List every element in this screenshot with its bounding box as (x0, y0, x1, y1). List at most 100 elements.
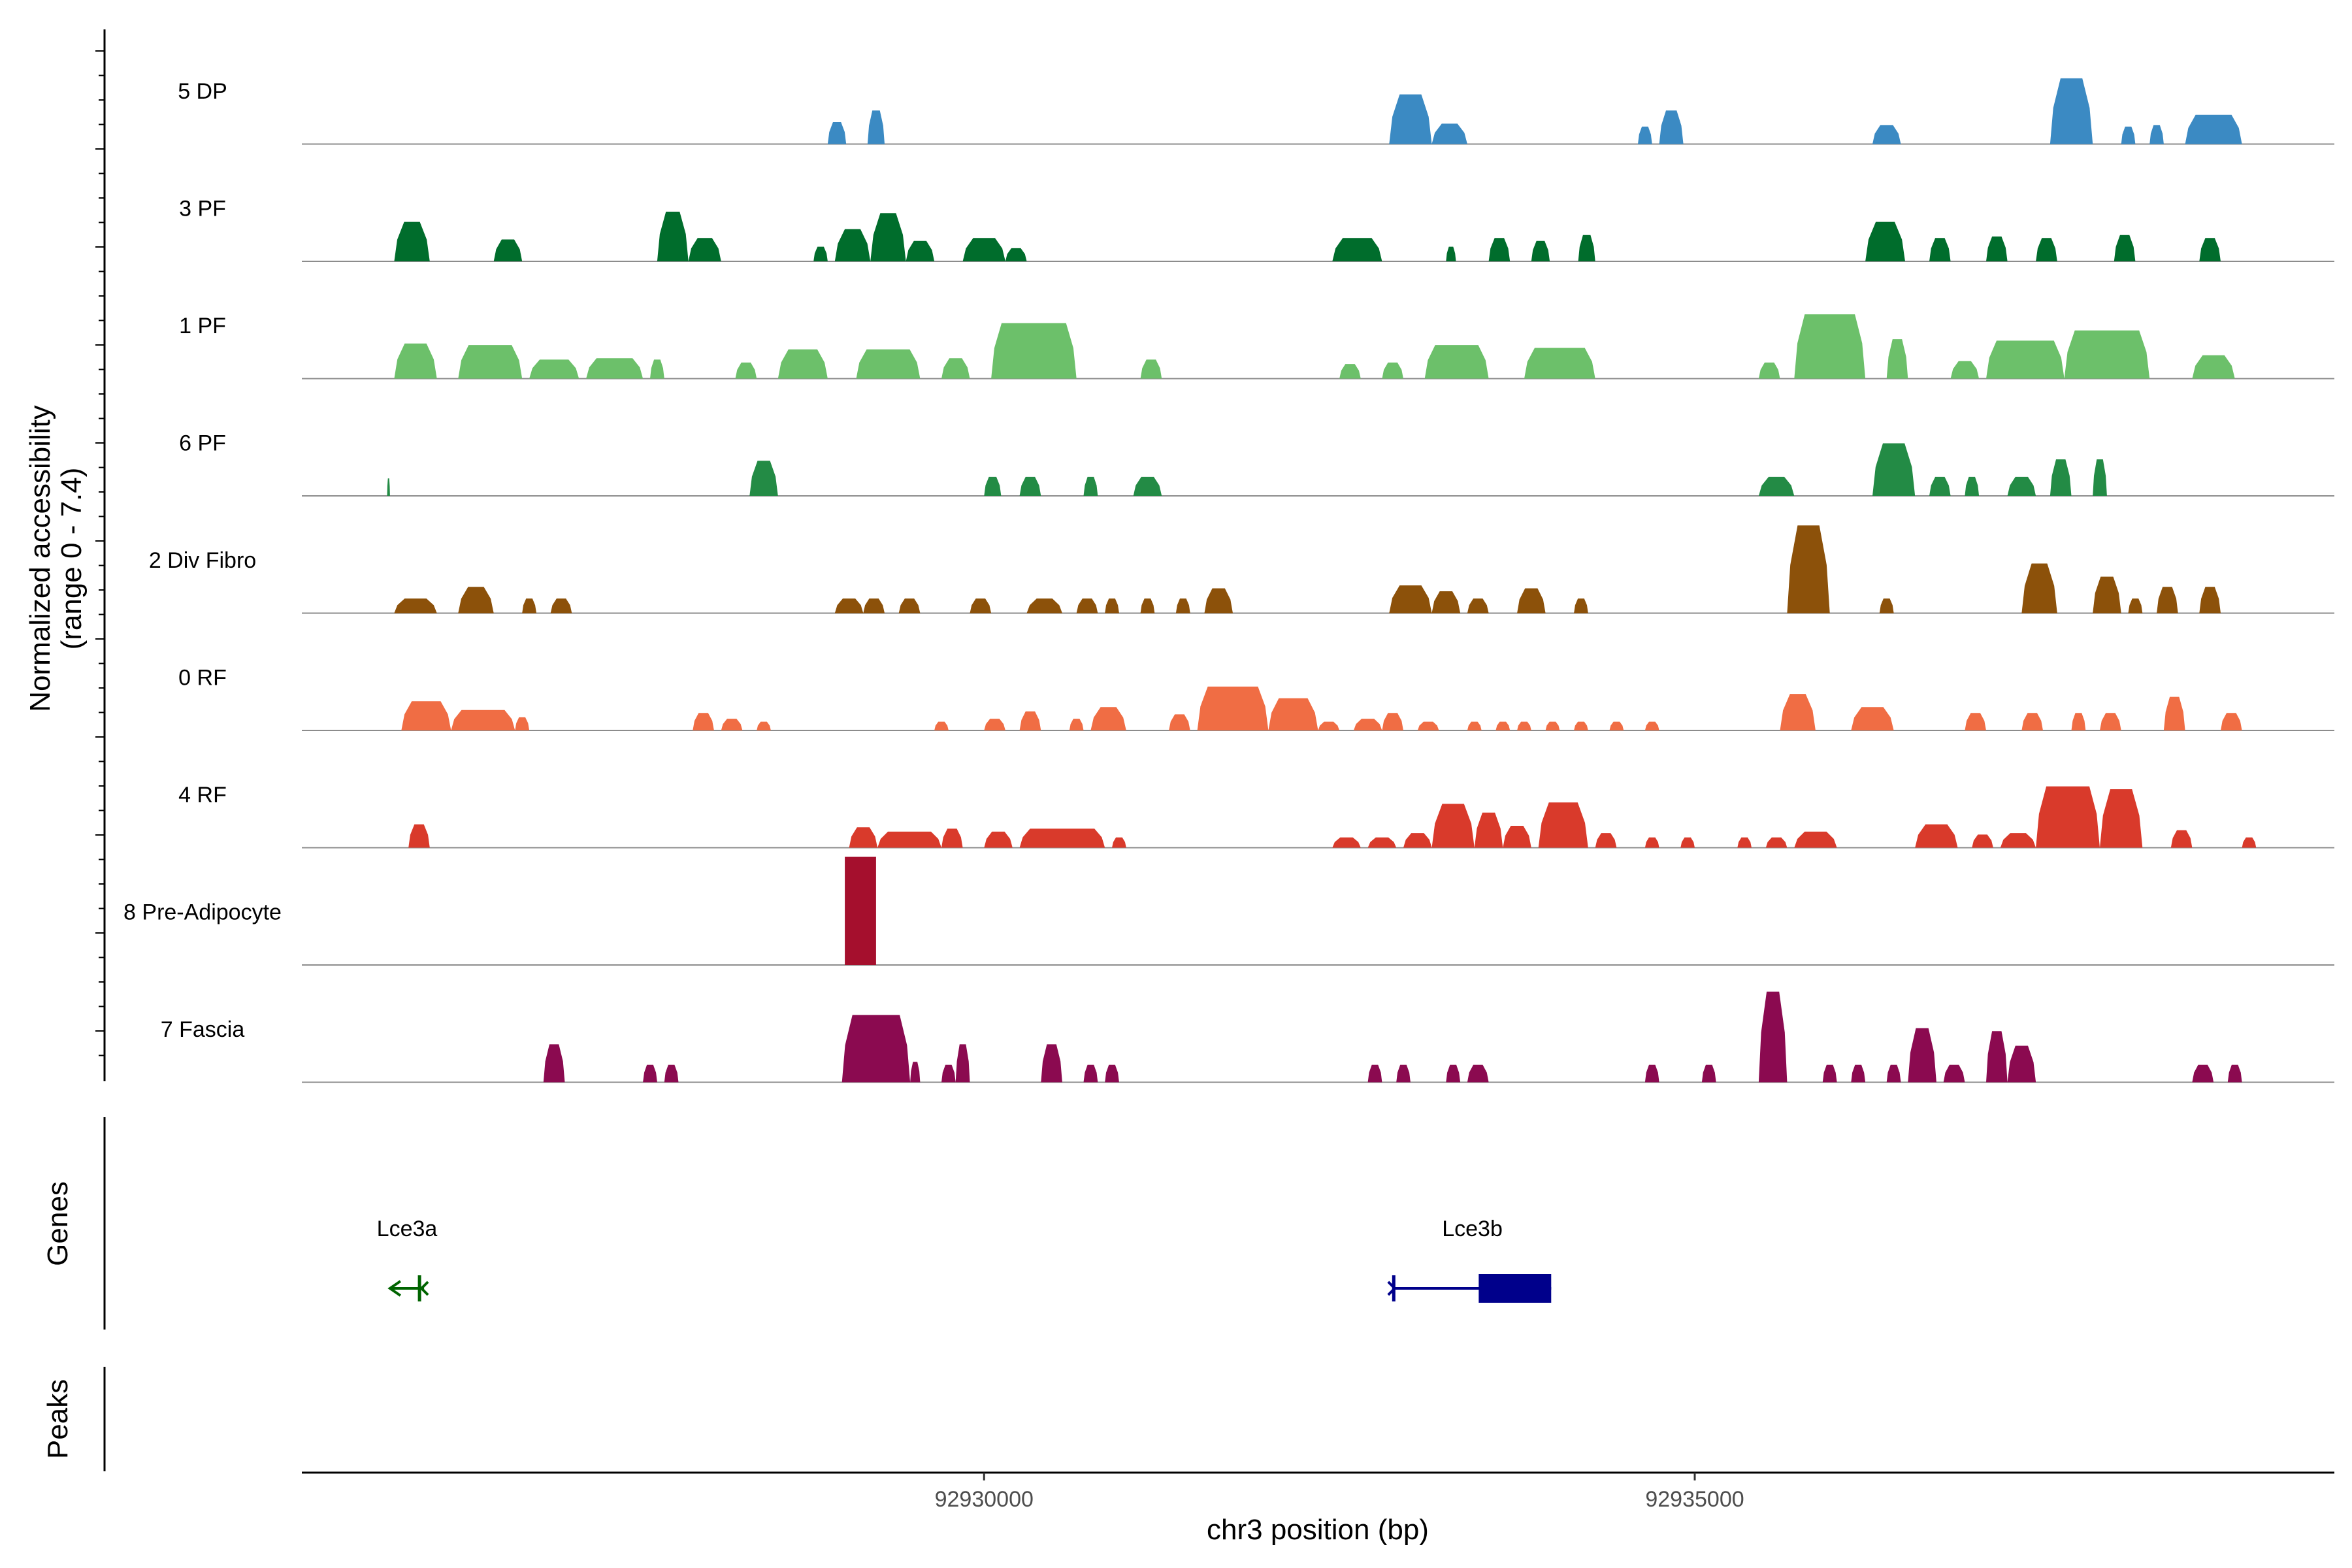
coverage-peak (688, 238, 721, 261)
x-axis-title: chr3 position (bp) (1207, 1514, 1429, 1546)
coverage-peak (2021, 713, 2043, 730)
coverage-peak (2242, 837, 2257, 848)
coverage-peak (1872, 125, 1901, 144)
coverage-peak (1578, 235, 1595, 261)
coverage-peak (1517, 588, 1546, 613)
coverage-peak (1353, 719, 1382, 730)
coverage-peak (2199, 587, 2221, 613)
coverage-peak (1851, 1064, 1866, 1083)
coverage-peak (877, 831, 941, 848)
coverage-peak (2199, 238, 2221, 261)
coverage-peak (1083, 476, 1098, 496)
track-2-div-fibro: 2 Div Fibro (149, 525, 2334, 614)
coverage-peak (1005, 248, 1027, 261)
track-label: 2 Div Fibro (149, 548, 256, 573)
coverage-peak (1019, 828, 1105, 848)
track-0-rf: 0 RF (178, 666, 2334, 731)
coverage-peak (2221, 713, 2242, 730)
coverage-peak (1112, 837, 1126, 848)
coverage-peak (529, 359, 580, 379)
coverage-peak (1090, 707, 1126, 730)
gene-label: Lce3a (377, 1217, 438, 1241)
coverage-peak (777, 349, 828, 379)
coverage-peak (1737, 837, 1752, 848)
coverage-peak (941, 1064, 956, 1083)
coverage-peak (2093, 576, 2121, 613)
coverage-peak (458, 345, 523, 379)
coverage-peak (984, 476, 1002, 496)
coverage-peak (2192, 355, 2235, 379)
coverage-peak (657, 212, 689, 261)
x-tick-label: 92930000 (935, 1487, 1034, 1512)
coverage-peak (2114, 235, 2136, 261)
coverage-peak (849, 827, 878, 848)
track-label: 8 Pre-Adipocyte (123, 900, 282, 925)
coverage-peak (401, 701, 451, 730)
coverage-peak (1701, 1064, 1716, 1083)
coverage-peak (1886, 1064, 1901, 1083)
coverage-peak (1083, 1064, 1098, 1083)
coverage-peak (522, 598, 536, 613)
coverage-peak (1431, 804, 1475, 848)
coverage-peak (1765, 837, 1788, 848)
coverage-peak (2007, 1045, 2036, 1083)
coverage-peak (1879, 598, 1894, 613)
coverage-peak (2149, 125, 2164, 144)
coverage-peak (1780, 694, 1816, 730)
coverage-peak (1069, 719, 1084, 730)
coverage-peak (1467, 721, 1482, 730)
coverage-peak (2163, 696, 2185, 730)
coverage-peak (2036, 238, 2057, 261)
coverage-peak (1758, 991, 1788, 1083)
x-tick-label: 92935000 (1645, 1487, 1744, 1512)
coverage-peak (984, 719, 1005, 730)
coverage-peak (2227, 1064, 2242, 1083)
coverage-peak (1197, 686, 1269, 730)
peaks-panel-title: Peaks (42, 1379, 74, 1459)
coverage-peak (1950, 361, 1980, 379)
coverage-y-ticks (95, 50, 105, 1056)
coverage-peak (387, 478, 390, 496)
track-7-fascia: 7 Fascia (161, 991, 2334, 1083)
coverage-peak (2000, 833, 2036, 848)
coverage-peak (1389, 585, 1432, 613)
coverage-peak (1026, 598, 1062, 613)
coverage-peak (906, 240, 935, 261)
coverage-peak (515, 717, 530, 730)
y-axis-title-line1: Normalized accessibility (24, 405, 56, 711)
coverage-peak (1041, 1044, 1062, 1083)
coverage-peak (1503, 826, 1531, 848)
track-label: 0 RF (178, 666, 227, 691)
coverage-peak (2021, 563, 2057, 613)
coverage-peak (2185, 114, 2242, 144)
coverage-peak (2064, 330, 2150, 379)
gene-lce3b: Lce3b (1387, 1217, 1552, 1303)
coverage-peak (664, 1064, 679, 1083)
coverage-peak (1986, 1031, 2008, 1083)
coverage-peak (1367, 837, 1397, 848)
coverage-peak (827, 122, 847, 144)
gene-strand-arrow (419, 1281, 429, 1296)
gene-lce3a: Lce3a (377, 1217, 438, 1301)
coverage-peak (1140, 598, 1155, 613)
coverage-peak (1908, 1028, 1936, 1083)
coverage-peak (898, 598, 921, 613)
track-5-dp: 5 DP (178, 78, 2334, 145)
coverage-peak (1424, 345, 1489, 379)
coverage-peak (493, 239, 523, 261)
coverage-peak (1019, 711, 1041, 730)
coverage-peak (1495, 721, 1511, 730)
track-label: 1 PF (179, 314, 226, 338)
coverage-peak (1332, 837, 1361, 848)
coverage-peak (813, 246, 828, 261)
coverage-peak (394, 221, 430, 261)
coverage-peak (1638, 126, 1652, 144)
coverage-peak (834, 229, 871, 261)
coverage-peak (1382, 713, 1403, 730)
coverage-peak (1204, 588, 1233, 613)
coverage-peak (2093, 459, 2107, 496)
coverage-peak (1929, 238, 1951, 261)
coverage-peak (1467, 598, 1489, 613)
track-label: 5 DP (178, 79, 227, 104)
coverage-peak (1105, 598, 1119, 613)
